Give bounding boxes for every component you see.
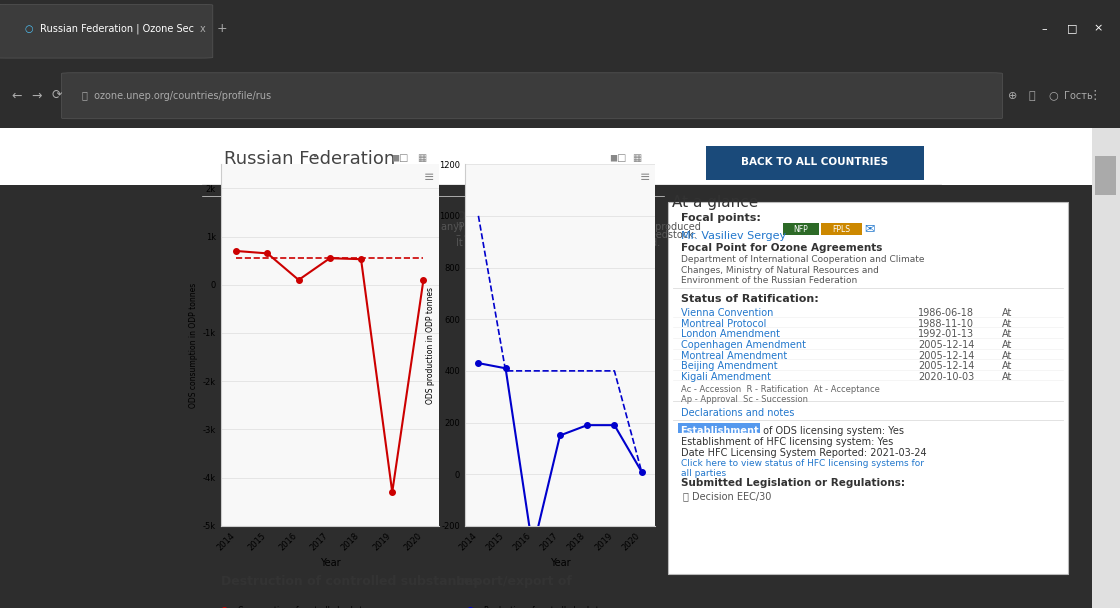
Text: ▦: ▦ [633, 153, 642, 164]
Text: Click here to view status of HFC licensing systems for
all parties: Click here to view status of HFC licensi… [681, 458, 924, 478]
Text: 2005-12-14: 2005-12-14 [918, 340, 974, 350]
Text: ≡: ≡ [423, 171, 435, 184]
Text: London Amendment: London Amendment [681, 330, 780, 339]
Text: 2005-12-14: 2005-12-14 [918, 351, 974, 361]
Text: Ac - Accession  R - Ratification  At - Acceptance
Ap - Approval  Sc - Succession: Ac - Accession R - Ratification At - Acc… [681, 385, 880, 404]
Text: 1992-01-13: 1992-01-13 [918, 330, 974, 339]
Legend: Consumption of controlled substances, Control limit: Consumption of controlled substances, Co… [214, 603, 388, 608]
Text: ○: ○ [1048, 91, 1058, 101]
Text: 2005-12-14: 2005-12-14 [918, 361, 974, 371]
Text: 1988-11-10: 1988-11-10 [918, 319, 974, 329]
Text: At: At [1002, 319, 1012, 329]
Text: Date HFC Licensing System Reported: 2021-03-24: Date HFC Licensing System Reported: 2021… [681, 448, 926, 458]
Text: Copenhagen Amendment: Copenhagen Amendment [681, 340, 806, 350]
Text: Focal points:: Focal points: [681, 213, 760, 223]
Text: □: □ [1067, 24, 1077, 33]
Text: Focal Point for Ozone Agreements: Focal Point for Ozone Agreements [681, 243, 883, 254]
Text: At a glance: At a glance [672, 195, 758, 210]
Text: Destruction of controlled substances: Destruction of controlled substances [221, 575, 479, 588]
X-axis label: Year: Year [319, 558, 340, 568]
Text: Mr. Vasiliev Sergey: Mr. Vasiliev Sergey [681, 232, 786, 241]
Text: ⛓ Decision EEC/30: ⛓ Decision EEC/30 [683, 491, 772, 501]
Text: At: At [1002, 330, 1012, 339]
Text: 1986-06-18: 1986-06-18 [918, 308, 974, 318]
FancyBboxPatch shape [783, 223, 819, 235]
Text: –: – [1042, 24, 1047, 33]
Text: ◼□: ◼□ [609, 153, 627, 164]
Text: At: At [1002, 308, 1012, 318]
Text: Declarations and notes: Declarations and notes [681, 408, 794, 418]
Text: NFP: NFP [793, 224, 809, 233]
Text: ⊕: ⊕ [1008, 91, 1017, 101]
Text: ×: × [1093, 24, 1102, 33]
Text: 2020-10-03: 2020-10-03 [918, 371, 974, 382]
Text: At: At [1002, 340, 1012, 350]
Text: x: x [199, 24, 205, 33]
Text: +: + [216, 22, 226, 35]
Text: Reported data: Reported data [221, 195, 330, 210]
FancyBboxPatch shape [706, 146, 924, 179]
Text: Vienna Convention: Vienna Convention [681, 308, 773, 318]
Text: About data >: About data > [571, 197, 641, 207]
FancyBboxPatch shape [1092, 128, 1120, 608]
Legend: Production of controlled substances, Control limit: Production of controlled substances, Con… [459, 603, 624, 608]
Text: Import/export of: Import/export of [456, 575, 571, 588]
Text: ODS production: ODS production [456, 210, 566, 223]
Text: Kigali Amendment: Kigali Amendment [681, 371, 771, 382]
Text: At: At [1002, 371, 1012, 382]
Text: – amount destroyed – amount used as feedstock.: – amount destroyed – amount used as feed… [456, 230, 697, 240]
Text: Beijing Amendment: Beijing Amendment [681, 361, 777, 371]
FancyBboxPatch shape [0, 4, 213, 58]
Text: ⋮: ⋮ [1089, 89, 1101, 102]
FancyBboxPatch shape [62, 73, 1002, 119]
FancyBboxPatch shape [1095, 156, 1116, 195]
Text: Establishment of HFC licensing system: Yes: Establishment of HFC licensing system: Y… [681, 438, 894, 447]
Text: At: At [1002, 361, 1012, 371]
Text: Russian Federation | Ozone Sec: Russian Federation | Ozone Sec [40, 24, 195, 34]
Text: FPLS: FPLS [832, 224, 850, 233]
Text: ⟳: ⟳ [52, 89, 62, 102]
Text: Submitted Legislation or Regulations:: Submitted Legislation or Regulations: [681, 478, 905, 488]
Text: Russian Federation: Russian Federation [224, 150, 395, 168]
Text: 'Consumption' is calculated as Production (if any): 'Consumption' is calculated as Productio… [221, 222, 463, 232]
Text: 'Production' is calculated as the amount produced: 'Production' is calculated as the amount… [456, 222, 701, 232]
Text: Establishment: Establishment [680, 426, 758, 436]
Text: ▦: ▦ [418, 153, 427, 164]
Text: ←: ← [11, 89, 21, 102]
Text: ⌕: ⌕ [1028, 91, 1035, 101]
Text: ✉: ✉ [864, 223, 875, 235]
Y-axis label: ODS production in ODP tonnes: ODS production in ODP tonnes [426, 286, 435, 404]
Text: Гость: Гость [1064, 91, 1093, 101]
Text: ≡: ≡ [640, 171, 651, 184]
Text: ○: ○ [25, 24, 34, 33]
X-axis label: Year: Year [550, 558, 570, 568]
FancyBboxPatch shape [668, 202, 1068, 575]
Text: BACK TO ALL COUNTRIES: BACK TO ALL COUNTRIES [740, 157, 888, 167]
Text: →: → [31, 89, 41, 102]
Text: ˇ: ˇ [311, 155, 318, 168]
Text: Montreal Protocol: Montreal Protocol [681, 319, 766, 329]
Text: It excludes amounts recycled and reused.: It excludes amounts recycled and reused. [456, 238, 660, 249]
Text: Department of International Cooperation and Climate
Changes, Ministry of Natural: Department of International Cooperation … [681, 255, 924, 285]
Text: Status of Ratification:: Status of Ratification: [681, 294, 819, 304]
Text: ◼□: ◼□ [391, 153, 409, 164]
Text: + imports - exports.: + imports - exports. [221, 230, 318, 240]
Text: Montreal Amendment: Montreal Amendment [681, 351, 787, 361]
FancyBboxPatch shape [0, 128, 1120, 185]
FancyBboxPatch shape [678, 423, 760, 433]
Y-axis label: ODS consumption in ODP tonnes: ODS consumption in ODP tonnes [189, 282, 198, 408]
Text: At: At [1002, 351, 1012, 361]
Text: 🔒  ozone.unep.org/countries/profile/rus: 🔒 ozone.unep.org/countries/profile/rus [82, 91, 271, 101]
Text: of ODS licensing system: Yes: of ODS licensing system: Yes [760, 426, 905, 436]
Text: ODS consumption: ODS consumption [221, 210, 345, 223]
FancyBboxPatch shape [821, 223, 862, 235]
